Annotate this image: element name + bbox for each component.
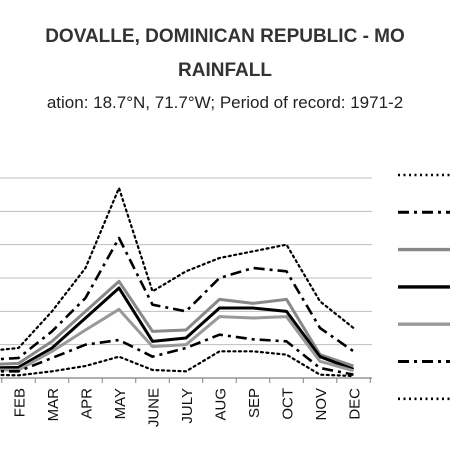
series-line xyxy=(0,286,355,371)
x-tick-label: JUNE xyxy=(146,388,163,427)
x-tick-label: DEC xyxy=(347,388,364,420)
chart-title: DOVALLE, DOMINICAN REPUBLIC - MO xyxy=(45,26,405,47)
x-tick-label: MAR xyxy=(45,388,62,422)
series-line xyxy=(0,350,355,378)
series-line xyxy=(0,186,355,351)
x-tick-label: SEP xyxy=(246,388,263,418)
x-tick-label: JULY xyxy=(179,388,196,424)
x-tick-label: NOV xyxy=(313,388,330,421)
x-tick-label: FEB xyxy=(12,388,29,417)
x-tick-label: AUG xyxy=(213,388,230,421)
x-tick-label: MAY xyxy=(112,388,129,419)
series-line xyxy=(0,307,354,373)
chart-subtitle: ation: 18.7°N, 71.7°W; Period of record:… xyxy=(46,93,404,112)
series-line xyxy=(0,333,354,376)
x-tick-label: APR xyxy=(79,388,96,419)
x-tick-label: OCT xyxy=(280,388,297,420)
series-line xyxy=(0,279,354,368)
chart-title-line2: RAINFALL xyxy=(178,60,272,81)
